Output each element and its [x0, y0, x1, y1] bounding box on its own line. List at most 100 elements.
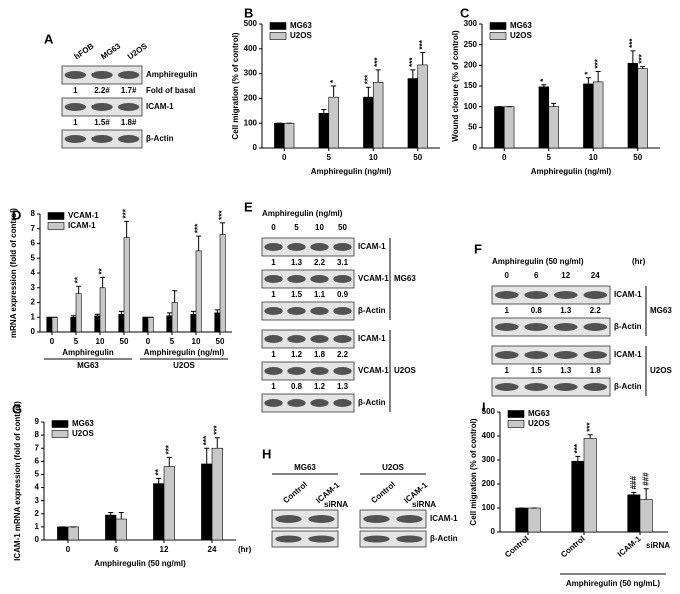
blot-band [64, 135, 87, 143]
row-label: β-Actin [614, 322, 642, 331]
quant: 1 [505, 306, 510, 315]
significance: *** [585, 422, 594, 432]
bar [153, 483, 165, 541]
error-bar [551, 102, 557, 107]
bar [494, 106, 505, 149]
y-tick-label: 300 [244, 69, 258, 78]
error-bar [630, 50, 636, 64]
error-bar [166, 312, 172, 316]
bar [283, 122, 295, 149]
significance: *** [573, 443, 582, 453]
blot-band [553, 291, 578, 299]
row-label: Amphiregulin [146, 70, 198, 79]
x-tick-label: ICAM-1 [616, 534, 643, 559]
bar [46, 316, 53, 333]
lane-label: 50 [338, 223, 347, 232]
row-label: VCAM-1 [358, 366, 389, 375]
row-label: VCAM-1 [358, 274, 389, 283]
error-bar [100, 276, 106, 288]
bar [219, 234, 226, 333]
error-bar [220, 222, 226, 235]
quant: 2.2 [590, 306, 602, 315]
quant: 2.2 [314, 258, 326, 267]
legend-swatch [269, 22, 287, 30]
bar [142, 316, 149, 333]
error-bar [166, 456, 172, 467]
y-tick-label: 4 [35, 483, 40, 492]
y-tick-label: 300 [464, 19, 478, 28]
y-tick-label: 400 [244, 44, 258, 53]
lane-label: Control [369, 480, 397, 505]
blot-band [91, 71, 113, 79]
error-bar [375, 69, 381, 83]
bar [190, 313, 197, 333]
quant: 1.3 [337, 382, 349, 391]
blot-band [308, 515, 335, 523]
quant: 1.8 [590, 366, 602, 375]
error-bar [118, 511, 124, 520]
y-tick-label: 4 [31, 268, 36, 277]
legend-label: MG63 [510, 21, 532, 30]
lane-label: Control [281, 480, 309, 505]
x-tick-label: 50 [120, 337, 129, 346]
bar [57, 526, 69, 541]
lane-label: 5 [294, 223, 299, 232]
y-tick-label: 0 [35, 535, 40, 544]
error-bar [118, 310, 124, 315]
blot-band [310, 243, 329, 251]
y-tick-label: 3 [31, 283, 36, 292]
quant: 0.8 [531, 306, 543, 315]
error-bar [575, 455, 581, 462]
blot-band [118, 103, 140, 111]
blot [261, 329, 355, 349]
x-tick-label: 12 [160, 545, 169, 554]
bar [166, 315, 173, 333]
bar [171, 302, 178, 333]
significance: * [539, 78, 548, 82]
blot-band [333, 243, 352, 251]
quant: 1 [271, 382, 276, 391]
error-bar [94, 313, 100, 316]
error-bar [214, 309, 220, 313]
significance: *** [418, 39, 427, 49]
quant: 0.8 [291, 382, 303, 391]
significance: *** [373, 57, 382, 67]
error-bar [76, 285, 82, 294]
error-bar [124, 220, 130, 238]
legend-label: U2OS [510, 31, 532, 40]
error-bar [420, 52, 426, 65]
quant: 0.9 [337, 290, 349, 299]
x-tick-label: 0 [502, 153, 507, 162]
blot-band [583, 351, 608, 359]
bar [363, 96, 374, 149]
quant: 1.3 [560, 306, 572, 315]
error-bar [631, 491, 637, 495]
bar [214, 312, 221, 333]
section-label: MG63 [294, 463, 316, 472]
quant: 1.5 [531, 366, 543, 375]
y-axis-label: Wound closure (% of control) [451, 30, 460, 142]
bar [201, 463, 213, 541]
blot-band [310, 367, 329, 375]
lane-note: siRNA [324, 500, 348, 509]
error-bar [331, 85, 337, 98]
y-tick-label: 100 [482, 503, 496, 512]
bar [75, 293, 82, 333]
y-tick-label: 6 [31, 239, 36, 248]
panel-letter: D [12, 207, 21, 222]
significance: *** [194, 223, 203, 233]
legend-label: U2OS [72, 429, 94, 438]
blot [491, 317, 611, 337]
blot-band [287, 243, 306, 251]
legend-label: MG63 [528, 409, 550, 418]
blot-band [264, 399, 283, 407]
significance: *** [122, 208, 131, 218]
blot-unit: (hr) [632, 257, 646, 266]
blot-band [287, 367, 306, 375]
bar [195, 250, 202, 333]
blot-band [310, 275, 329, 283]
error-bar [410, 69, 416, 79]
lane-label: MG63 [99, 41, 122, 61]
error-bar [640, 66, 646, 69]
